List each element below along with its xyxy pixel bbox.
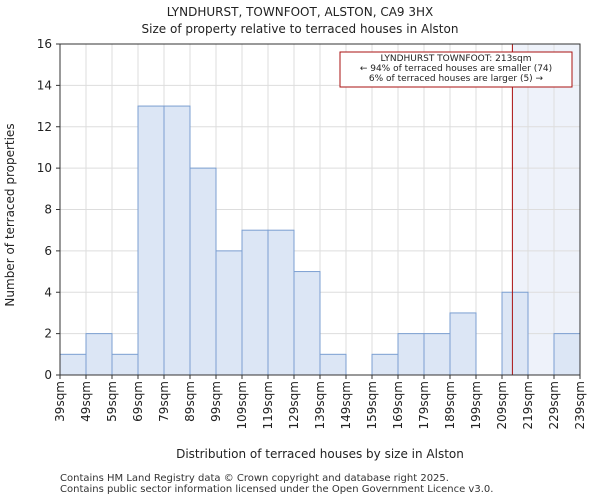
histogram-bar xyxy=(137,105,165,376)
y-tick-label: 4 xyxy=(44,285,52,299)
histogram-bar xyxy=(293,271,321,376)
y-tick-label: 14 xyxy=(37,78,52,92)
x-tick-label: 159sqm xyxy=(365,381,379,429)
x-axis-label: Distribution of terraced houses by size … xyxy=(176,447,464,461)
x-tick-label: 69sqm xyxy=(131,381,145,422)
footer-credit-1: Contains HM Land Registry data © Crown c… xyxy=(60,473,449,484)
chart-title: LYNDHURST, TOWNFOOT, ALSTON, CA9 3HX xyxy=(167,5,434,19)
x-tick-label: 129sqm xyxy=(287,381,301,429)
histogram-bar xyxy=(215,250,243,376)
x-tick-label: 59sqm xyxy=(105,381,119,422)
chart-subtitle: Size of property relative to terraced ho… xyxy=(142,22,459,36)
x-tick-label: 99sqm xyxy=(209,381,223,422)
histogram-bar xyxy=(163,105,191,376)
y-tick-label: 16 xyxy=(37,37,52,51)
x-tick-label: 119sqm xyxy=(261,381,275,429)
histogram-bar xyxy=(111,353,139,376)
histogram-bar xyxy=(85,333,113,376)
x-tick-label: 39sqm xyxy=(53,381,67,422)
y-tick-label: 10 xyxy=(37,161,52,175)
x-tick-label: 199sqm xyxy=(469,381,483,429)
y-axis-label: Number of terraced properties xyxy=(3,123,17,306)
x-tick-label: 189sqm xyxy=(443,381,457,429)
histogram-bar xyxy=(449,312,477,376)
x-tick-label: 239sqm xyxy=(573,381,587,429)
x-tick-label: 169sqm xyxy=(391,381,405,429)
footer-credit-2: Contains public sector information licen… xyxy=(60,484,494,495)
x-tick-label: 179sqm xyxy=(417,381,431,429)
y-tick-label: 8 xyxy=(44,203,52,217)
histogram-bar xyxy=(371,353,399,376)
annotation-box: LYNDHURST TOWNFOOT: 213sqm ← 94% of terr… xyxy=(339,51,573,88)
x-tick-label: 79sqm xyxy=(157,381,171,422)
histogram-bar xyxy=(267,229,295,376)
x-tick-label: 209sqm xyxy=(495,381,509,429)
y-tick-label: 2 xyxy=(44,327,52,341)
x-tick-label: 219sqm xyxy=(521,381,535,429)
histogram-bar xyxy=(553,333,581,376)
x-tick-label: 229sqm xyxy=(547,381,561,429)
histogram-bar xyxy=(501,291,529,376)
x-tick-label: 149sqm xyxy=(339,381,353,429)
histogram-bar xyxy=(319,353,347,376)
y-tick-label: 0 xyxy=(44,368,52,382)
histogram-bar xyxy=(189,167,217,376)
annotation-line-1: LYNDHURST TOWNFOOT: 213sqm xyxy=(381,54,532,64)
histogram-bar xyxy=(397,333,425,376)
annotation-line-3: 6% of terraced houses are larger (5) → xyxy=(369,74,544,84)
x-tick-label: 89sqm xyxy=(183,381,197,422)
y-tick-label: 12 xyxy=(37,120,52,134)
histogram-bar xyxy=(241,229,269,376)
histogram-bar xyxy=(59,353,87,376)
y-tick-label: 6 xyxy=(44,244,52,258)
x-tick-label: 49sqm xyxy=(79,381,93,422)
annotation-line-2: ← 94% of terraced houses are smaller (74… xyxy=(360,64,552,74)
x-tick-label: 109sqm xyxy=(235,381,249,429)
x-tick-label: 139sqm xyxy=(313,381,327,429)
histogram-bar xyxy=(423,333,451,376)
